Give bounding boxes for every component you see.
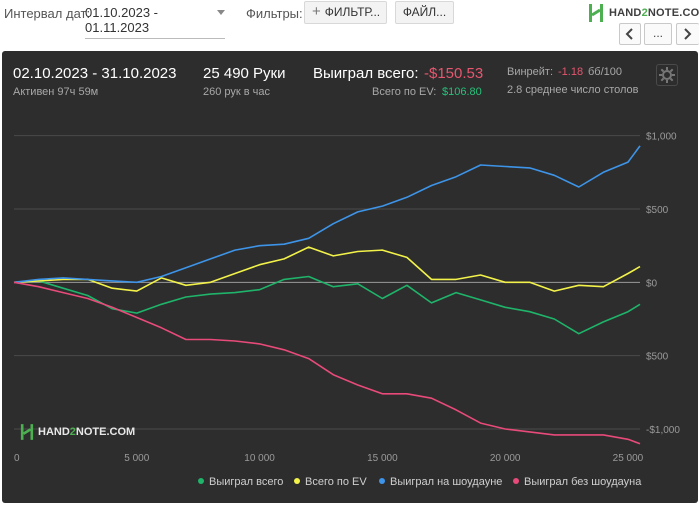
watermark-prefix: HAND xyxy=(38,426,70,438)
active-time: Активен 97ч 59м xyxy=(13,86,99,98)
legend-dot xyxy=(513,478,519,484)
legend-item-showdown[interactable]: Выиграл на шоудауне xyxy=(379,476,502,488)
back-button[interactable] xyxy=(619,23,641,45)
y-tick-label: $500 xyxy=(646,352,669,363)
won-total-label: Выиграл всего: xyxy=(313,65,419,82)
winrate-unit: бб/100 xyxy=(588,66,623,78)
x-tick-label: 20 000 xyxy=(490,453,521,464)
hand2note-watermark-icon xyxy=(20,424,34,440)
watermark-highlight: 2 xyxy=(69,426,76,438)
x-tick-label: 15 000 xyxy=(367,453,398,464)
hand2note-logo-icon xyxy=(589,4,603,22)
hands-per-hour: 260 рук в час xyxy=(203,86,271,98)
logo-highlight: 2 xyxy=(641,7,648,19)
legend-label: Всего по EV xyxy=(305,476,367,488)
legend-dot xyxy=(379,478,385,484)
x-tick-label: 10 000 xyxy=(244,453,275,464)
legend-label: Выиграл всего xyxy=(209,476,284,488)
forward-button[interactable] xyxy=(676,23,699,45)
winrate-label: Винрейт: xyxy=(507,66,554,78)
gear-icon xyxy=(659,67,675,83)
filter-button-label: ФИЛЬТР... xyxy=(324,5,381,19)
profit-chart: $1,000 $500 $0 $500 -$1,000 0 5 000 10 000 15 00… xyxy=(13,132,680,464)
hands-count: 25 490 Руки xyxy=(203,65,286,82)
winrate-value: -1.18 xyxy=(558,66,584,78)
top-toolbar: Интервал дат: 01.10.2023 - 01.11.2023 Фи… xyxy=(0,0,700,50)
legend-item-non-showdown[interactable]: Выиграл без шоудауна xyxy=(513,476,641,488)
x-tick-label: 25 000 xyxy=(613,453,644,464)
series-line-showdown xyxy=(13,145,641,284)
avg-tables: 2.8 среднее число столов xyxy=(507,84,639,96)
legend-item-ev[interactable]: Всего по EV xyxy=(294,476,367,488)
x-tick-label: 0 xyxy=(14,453,20,464)
chevron-right-icon xyxy=(684,28,692,40)
legend-item-won-total[interactable]: Выиграл всего xyxy=(198,476,283,488)
legend-dot xyxy=(198,478,204,484)
y-tick-label: $500 xyxy=(646,205,669,216)
y-tick-label: -$1,000 xyxy=(646,425,680,436)
series-line-non-showdown xyxy=(13,281,641,445)
y-tick-label: $0 xyxy=(646,278,658,289)
ev-total-label: Всего по EV: xyxy=(372,86,437,98)
date-interval-select[interactable]: 01.10.2023 - 01.11.2023 xyxy=(85,4,225,39)
hand2note-watermark: HAND2NOTE.COM xyxy=(20,423,150,443)
logo-prefix: HAND xyxy=(609,7,642,19)
won-total-value: -$150.53 xyxy=(424,65,484,82)
legend-dot xyxy=(294,478,300,484)
logo-suffix: NOTE.COM xyxy=(647,7,700,19)
filters-label: Фильтры: xyxy=(246,6,303,21)
chevron-down-icon xyxy=(217,10,225,15)
more-button[interactable]: ... xyxy=(644,23,672,45)
y-tick-label: $1,000 xyxy=(646,132,677,143)
ev-total-value: $106.80 xyxy=(442,86,482,98)
filter-button[interactable]: + ФИЛЬТР... xyxy=(304,1,387,24)
legend-label: Выиграл на шоудауне xyxy=(390,476,503,488)
legend-label: Выиграл без шоудауна xyxy=(524,476,642,488)
file-button-label: ФАЙЛ... xyxy=(402,5,447,19)
settings-button[interactable] xyxy=(656,64,678,86)
file-button[interactable]: ФАЙЛ... xyxy=(395,1,454,24)
period-title: 02.10.2023 - 31.10.2023 xyxy=(13,65,177,82)
date-interval-value: 01.10.2023 - 01.11.2023 xyxy=(85,5,159,35)
more-button-label: ... xyxy=(652,26,663,40)
chevron-left-icon xyxy=(625,28,633,40)
graph-panel: $1,000 $500 $0 $500 -$1,000 0 5 000 10 000 15 00… xyxy=(2,51,698,503)
plus-icon: + xyxy=(312,3,321,20)
watermark-suffix: NOTE.COM xyxy=(75,426,136,438)
series-line-ev xyxy=(13,246,641,292)
x-tick-label: 5 000 xyxy=(124,453,149,464)
date-interval-label: Интервал дат: xyxy=(4,6,91,21)
